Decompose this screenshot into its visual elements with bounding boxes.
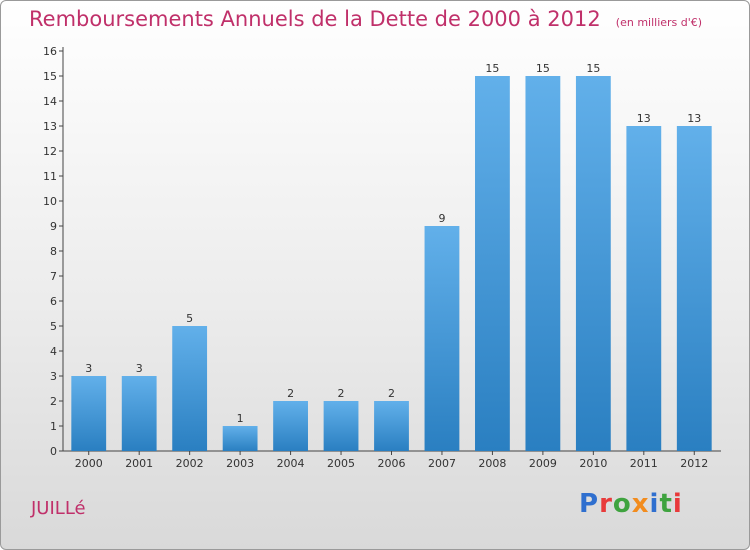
y-tick-label: 10 bbox=[43, 195, 57, 208]
x-axis: 2000 2001 2002 2003 2004 2005 2006 2007 2008 2009… bbox=[63, 450, 721, 470]
chart-title: Remboursements Annuels de la Dette de 20… bbox=[29, 7, 601, 31]
title-row: Remboursements Annuels de la Dette de 20… bbox=[29, 7, 702, 31]
town-name: JUILLé bbox=[31, 498, 86, 519]
bar-2008 bbox=[475, 76, 510, 451]
brand-letter: t bbox=[659, 489, 673, 519]
y-tick-label: 13 bbox=[43, 120, 57, 133]
brand-letter: i bbox=[649, 489, 660, 519]
data-label-2010: 15 bbox=[586, 62, 600, 75]
x-tick-label-2004: 2004 bbox=[277, 457, 305, 470]
data-label-2008: 15 bbox=[485, 62, 499, 75]
x-tick-label-2009: 2009 bbox=[529, 457, 557, 470]
data-label-2000: 3 bbox=[85, 362, 92, 375]
y-tick-label: 4 bbox=[50, 345, 57, 358]
data-label-2012: 13 bbox=[687, 112, 701, 125]
bar-2009 bbox=[525, 76, 561, 451]
bar-2010 bbox=[575, 76, 611, 451]
x-tick-label-2005: 2005 bbox=[327, 457, 355, 470]
bar-2012 bbox=[676, 126, 712, 451]
bar-2005 bbox=[323, 401, 359, 451]
x-tick-label-2012: 2012 bbox=[680, 457, 708, 470]
x-tick-label-2011: 2011 bbox=[630, 457, 658, 470]
data-label-2009: 15 bbox=[536, 62, 550, 75]
data-label-2006: 2 bbox=[388, 387, 395, 400]
x-tick-label-2006: 2006 bbox=[378, 457, 406, 470]
x-tick-label-2007: 2007 bbox=[428, 457, 456, 470]
data-label-2011: 13 bbox=[637, 112, 651, 125]
data-label-2001: 3 bbox=[136, 362, 143, 375]
y-tick-label: 9 bbox=[50, 220, 57, 233]
x-tick-label-2002: 2002 bbox=[176, 457, 204, 470]
brand-logo: Proxiti bbox=[579, 489, 683, 519]
y-tick-label: 0 bbox=[50, 445, 57, 458]
y-tick-label: 8 bbox=[50, 245, 57, 258]
bar-2000 bbox=[71, 376, 107, 451]
y-tick-label: 12 bbox=[43, 145, 57, 158]
x-tick-label-2008: 2008 bbox=[478, 457, 506, 470]
brand-letter: o bbox=[612, 489, 632, 519]
y-tick-label: 14 bbox=[43, 95, 57, 108]
bar-2001 bbox=[121, 376, 157, 451]
x-tick-label-2001: 2001 bbox=[125, 457, 153, 470]
chart-subtitle: (en milliers d'€) bbox=[615, 16, 703, 29]
data-label-2005: 2 bbox=[338, 387, 345, 400]
data-label-2002: 5 bbox=[186, 312, 193, 325]
data-label-2007: 9 bbox=[438, 212, 445, 225]
y-tick-label: 5 bbox=[50, 320, 57, 333]
brand-letter: r bbox=[599, 489, 613, 519]
bars: 3 3 5 1 2 2 2 9 15 15 15 13 13 bbox=[71, 62, 712, 451]
y-tick-label: 1 bbox=[50, 420, 57, 433]
y-tick-label: 3 bbox=[50, 370, 57, 383]
y-tick-label: 2 bbox=[50, 395, 57, 408]
bar-2003 bbox=[222, 426, 258, 451]
x-tick-label-2003: 2003 bbox=[226, 457, 254, 470]
data-label-2004: 2 bbox=[287, 387, 294, 400]
x-tick-label-2010: 2010 bbox=[579, 457, 607, 470]
bar-2004 bbox=[273, 401, 308, 451]
bar-2006 bbox=[374, 401, 409, 451]
y-tick-label: 15 bbox=[43, 70, 57, 83]
y-tick-label: 16 bbox=[43, 45, 57, 58]
bar-2011 bbox=[626, 126, 662, 451]
y-tick-label: 7 bbox=[50, 270, 57, 283]
bar-2002 bbox=[172, 326, 208, 451]
y-tick-label: 6 bbox=[50, 295, 57, 308]
brand-letter: i bbox=[672, 489, 683, 519]
y-tick-label: 11 bbox=[43, 170, 57, 183]
data-label-2003: 1 bbox=[237, 412, 244, 425]
x-tick-label-2000: 2000 bbox=[75, 457, 103, 470]
bar-2007 bbox=[424, 226, 460, 451]
brand-letter: x bbox=[631, 489, 650, 519]
brand-letter: P bbox=[579, 489, 600, 519]
